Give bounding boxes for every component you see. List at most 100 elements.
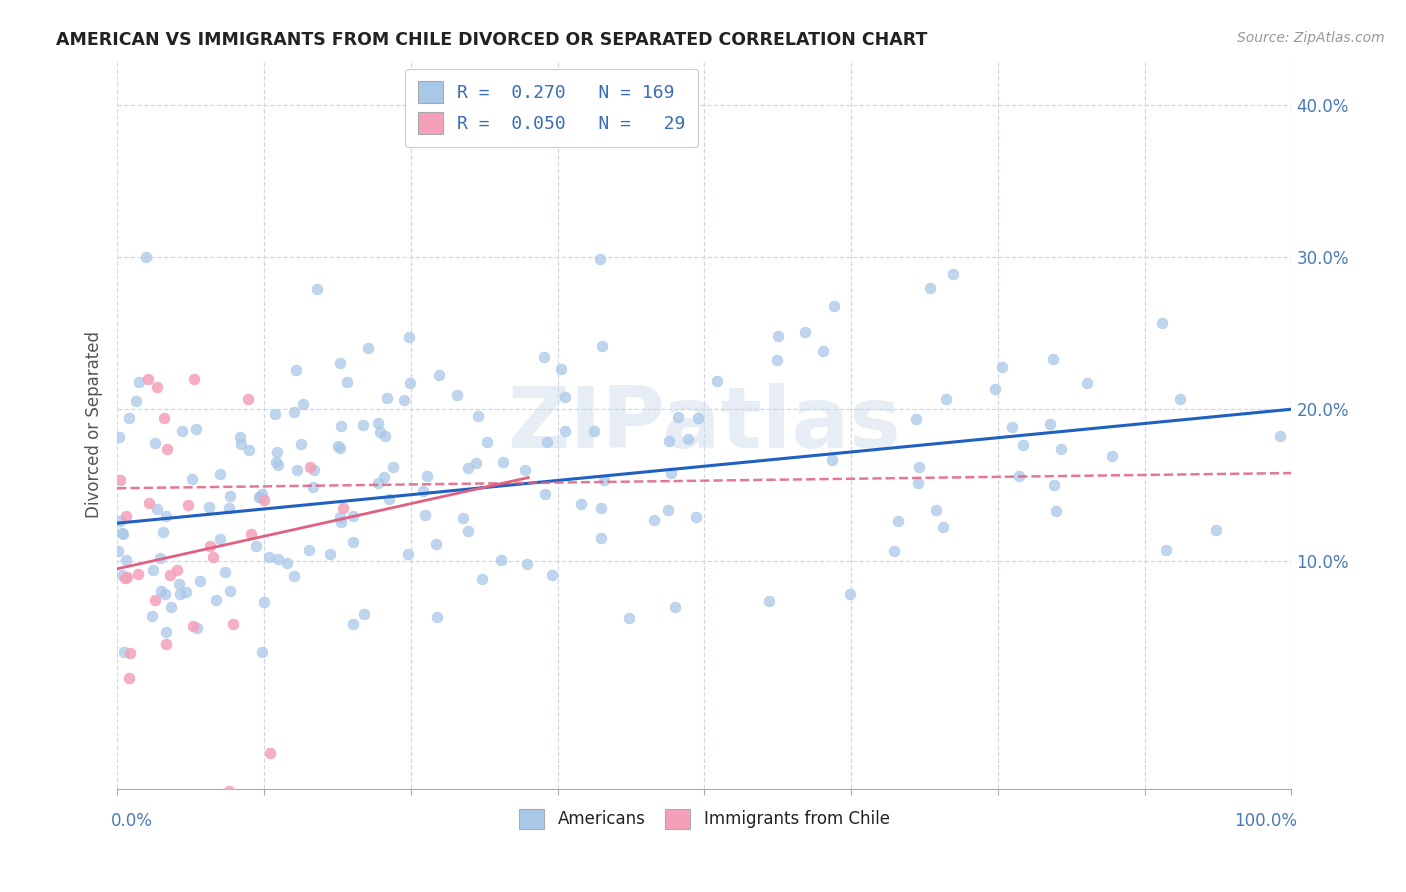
Point	[1008, 468, 1031, 483]
Point	[821, 453, 844, 467]
Point	[1205, 523, 1227, 537]
Point	[111, 568, 134, 582]
Point	[932, 520, 955, 534]
Point	[1076, 376, 1098, 390]
Point	[152, 411, 174, 425]
Point	[883, 543, 905, 558]
Text: AMERICAN VS IMMIGRANTS FROM CHILE DIVORCED OR SEPARATED CORRELATION CHART: AMERICAN VS IMMIGRANTS FROM CHILE DIVORC…	[56, 31, 928, 49]
Point	[285, 463, 308, 477]
Point	[186, 621, 208, 635]
Point	[368, 425, 391, 439]
Point	[541, 568, 564, 582]
Point	[378, 491, 401, 506]
Point	[533, 350, 555, 364]
Point	[240, 527, 263, 541]
Point	[887, 514, 910, 528]
Point	[342, 509, 364, 524]
Point	[942, 267, 965, 281]
Point	[918, 281, 941, 295]
Point	[214, 565, 236, 579]
Point	[413, 508, 436, 522]
Point	[766, 329, 789, 343]
Point	[284, 363, 307, 377]
Point	[141, 608, 163, 623]
Point	[118, 671, 141, 685]
Point	[266, 444, 288, 458]
Point	[591, 500, 613, 515]
Point	[664, 599, 686, 614]
Point	[183, 372, 205, 386]
Point	[907, 475, 929, 490]
Point	[253, 493, 276, 508]
Point	[108, 430, 131, 444]
Point	[589, 252, 612, 266]
Point	[793, 325, 815, 339]
Point	[264, 455, 287, 469]
Point	[332, 500, 354, 515]
Point	[143, 593, 166, 607]
Point	[197, 500, 219, 514]
Point	[925, 503, 948, 517]
Point	[367, 416, 389, 430]
Point	[536, 435, 558, 450]
Point	[112, 645, 135, 659]
Point	[253, 595, 276, 609]
Point	[554, 390, 576, 404]
Point	[983, 382, 1005, 396]
Point	[245, 539, 267, 553]
Point	[298, 460, 321, 475]
Point	[329, 356, 352, 370]
Point	[190, 574, 212, 588]
Point	[329, 509, 352, 524]
Point	[492, 455, 515, 469]
Point	[125, 394, 148, 409]
Point	[155, 624, 177, 639]
Point	[156, 442, 179, 456]
Text: ZIPatlas: ZIPatlas	[508, 383, 901, 466]
Legend: Americans, Immigrants from Chile: Americans, Immigrants from Chile	[512, 802, 896, 836]
Point	[398, 330, 420, 344]
Point	[186, 422, 208, 436]
Point	[118, 410, 141, 425]
Point	[329, 441, 352, 455]
Point	[115, 509, 138, 524]
Point	[666, 410, 689, 425]
Point	[292, 397, 315, 411]
Point	[330, 419, 353, 434]
Point	[127, 566, 149, 581]
Point	[1045, 504, 1067, 518]
Point	[398, 376, 420, 390]
Point	[115, 570, 138, 584]
Point	[471, 572, 494, 586]
Point	[446, 388, 468, 402]
Point	[202, 549, 225, 564]
Point	[152, 525, 174, 540]
Point	[142, 563, 165, 577]
Point	[491, 552, 513, 566]
Point	[589, 531, 612, 545]
Point	[138, 496, 160, 510]
Point	[221, 617, 243, 632]
Point	[1152, 316, 1174, 330]
Point	[534, 487, 557, 501]
Point	[146, 502, 169, 516]
Point	[208, 532, 231, 546]
Point	[167, 577, 190, 591]
Point	[219, 489, 242, 503]
Point	[457, 524, 479, 539]
Y-axis label: Divorced or Separated: Divorced or Separated	[86, 331, 103, 518]
Point	[1101, 449, 1123, 463]
Text: Source: ZipAtlas.com: Source: ZipAtlas.com	[1237, 31, 1385, 45]
Point	[181, 472, 204, 486]
Point	[236, 392, 259, 407]
Point	[381, 459, 404, 474]
Point	[457, 460, 479, 475]
Point	[657, 503, 679, 517]
Point	[352, 417, 374, 432]
Point	[342, 617, 364, 632]
Point	[302, 463, 325, 477]
Point	[373, 470, 395, 484]
Point	[477, 435, 499, 450]
Point	[145, 380, 167, 394]
Point	[907, 460, 929, 475]
